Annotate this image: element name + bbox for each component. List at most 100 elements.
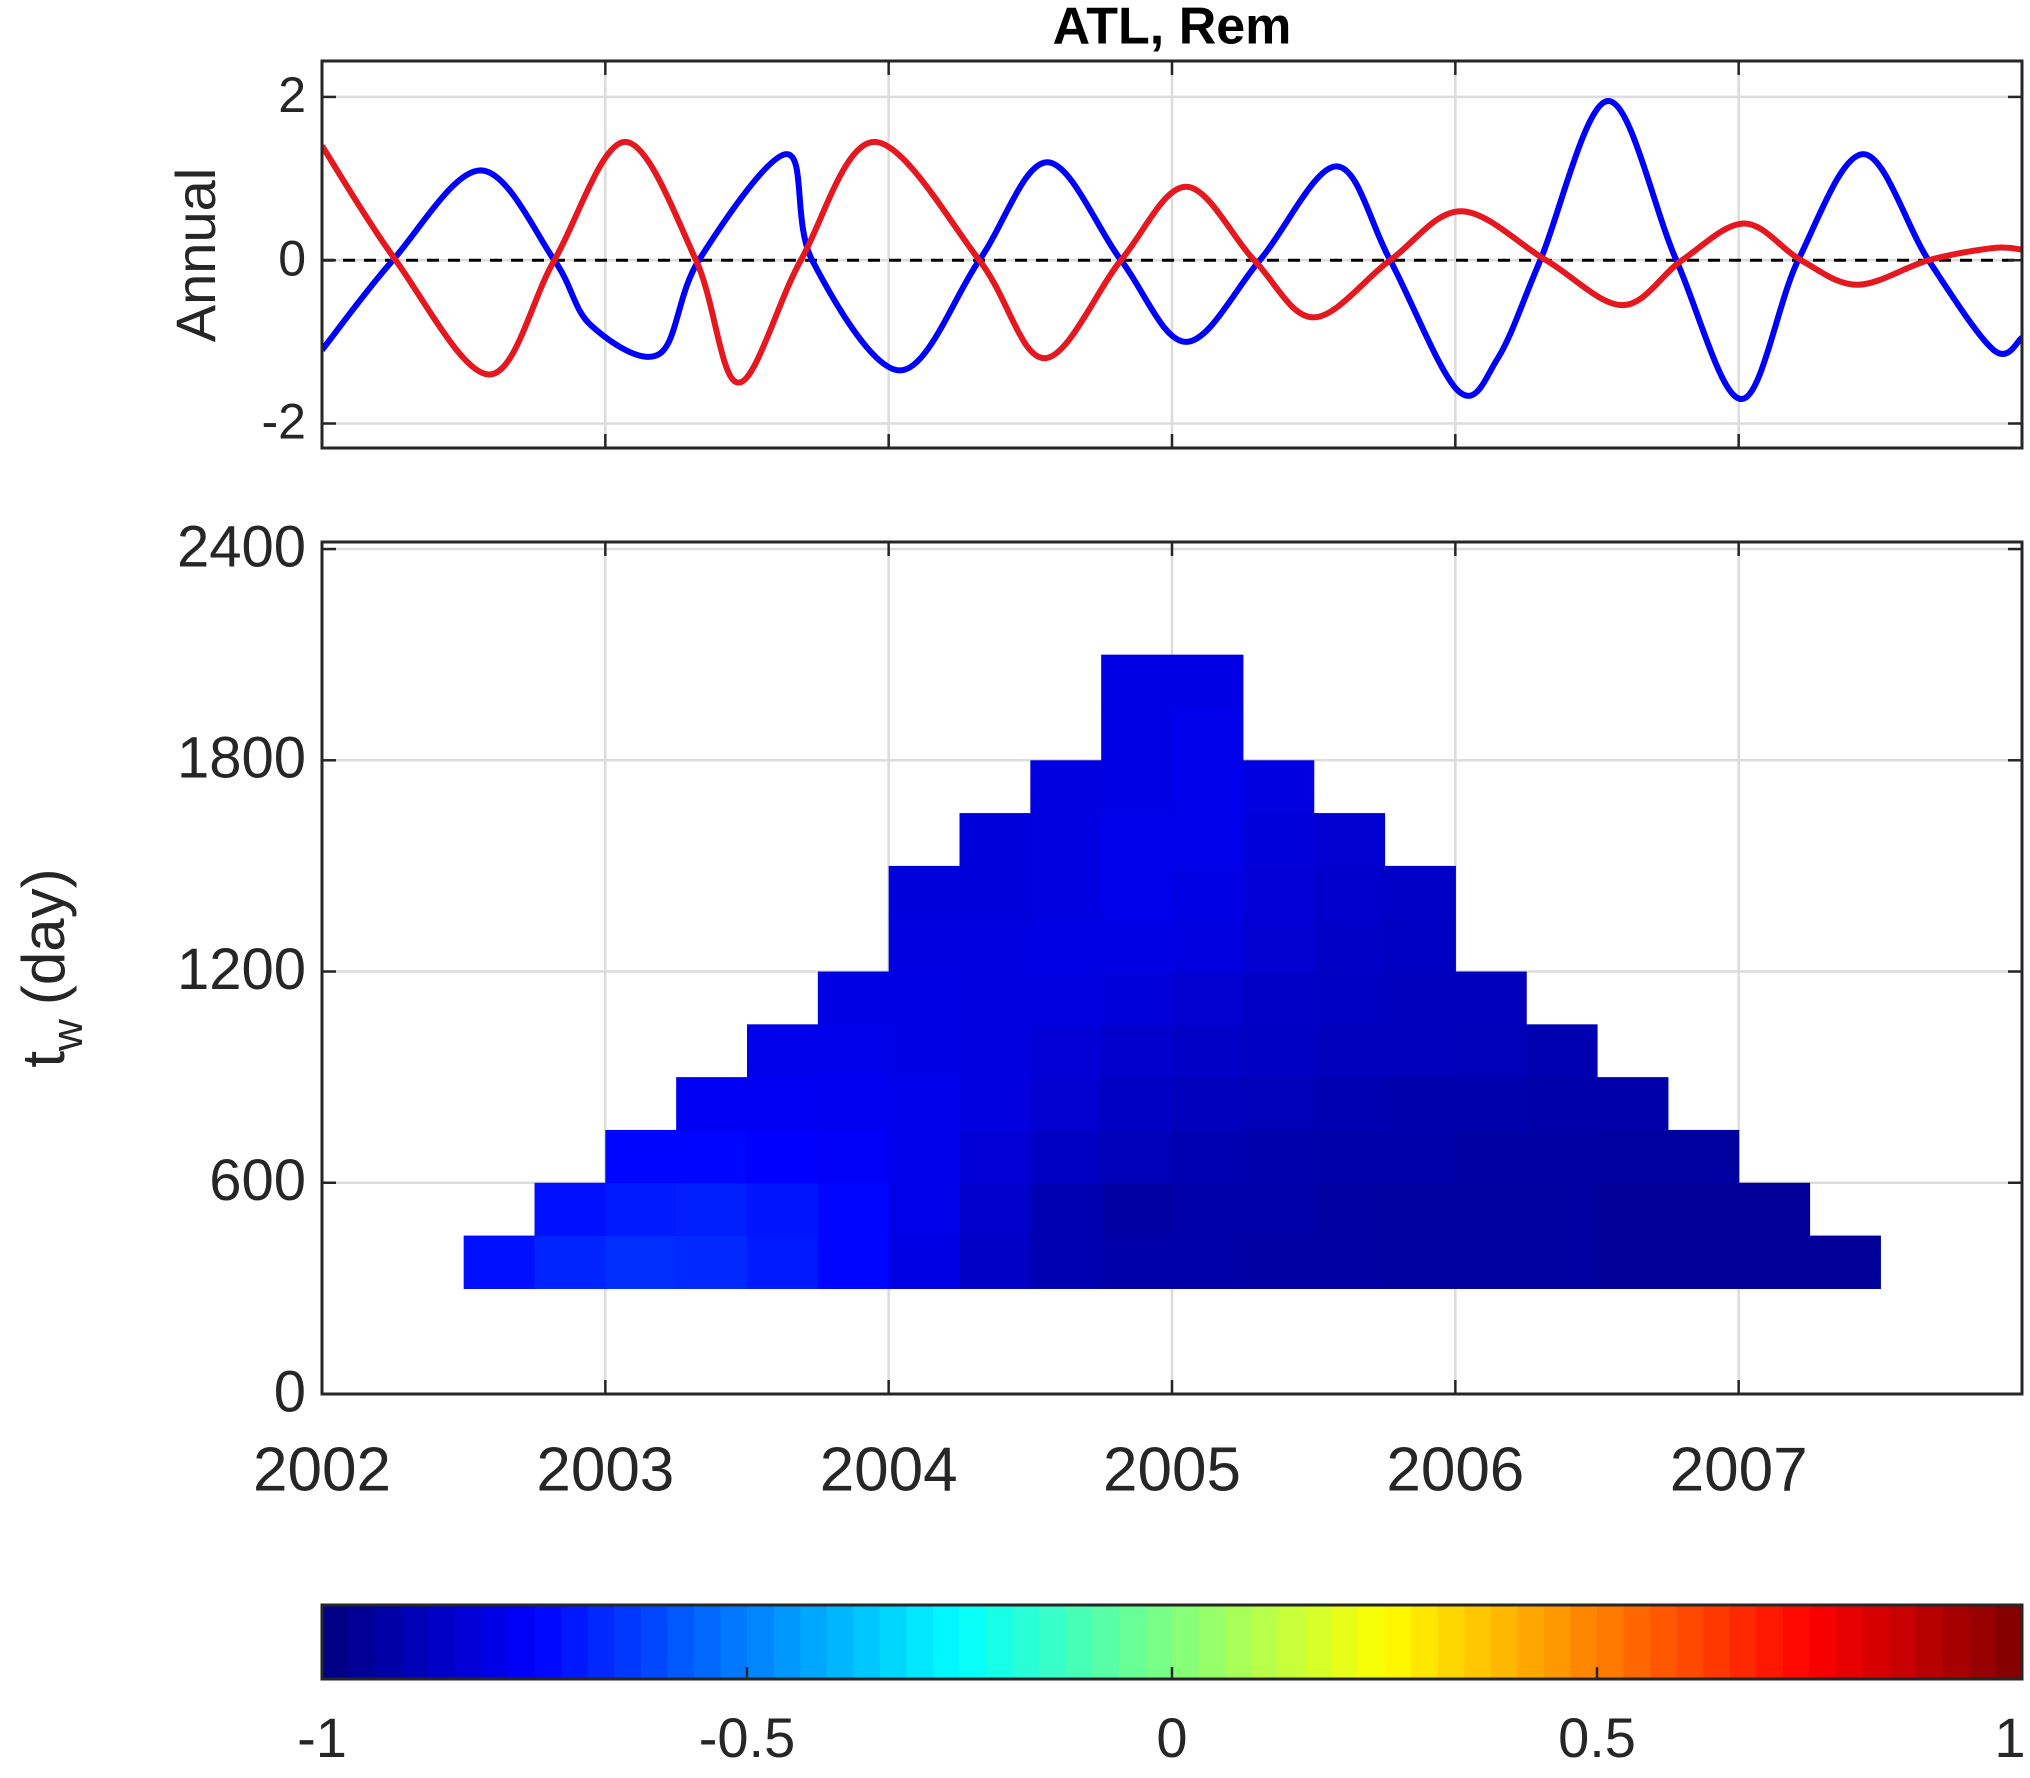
heatmap-cell [676, 1182, 748, 1237]
heatmap-cell [1526, 1129, 1598, 1184]
heatmap-cell [1030, 918, 1102, 973]
heatmap-cell [1030, 813, 1102, 867]
heatmap-cell [534, 1235, 606, 1289]
colorbar-swatch [1065, 1605, 1093, 1679]
y-tick-label: 600 [209, 1148, 306, 1213]
heatmap-cell [747, 1024, 819, 1078]
heatmap-cell [1313, 918, 1386, 973]
colorbar-swatch [1357, 1605, 1386, 1679]
colorbar-swatch [348, 1605, 376, 1679]
heatmap-cell [1172, 971, 1244, 1025]
heatmap-cell [1172, 654, 1244, 709]
heatmap-cell [1030, 1235, 1102, 1289]
colorbar-tick-label: -1 [297, 1706, 347, 1769]
colorbar-swatch [1304, 1605, 1332, 1679]
colorbar-swatch [1782, 1605, 1811, 1679]
x-tick-label: 2006 [1386, 1435, 1524, 1504]
heatmap-cell [605, 1129, 677, 1184]
colorbar-swatch [1039, 1605, 1067, 1679]
x-tick-label: 2007 [1670, 1435, 1808, 1504]
heatmap-cell [1242, 918, 1315, 973]
heatmap-cell [1030, 865, 1102, 920]
x-tick-label: 2003 [536, 1435, 674, 1504]
heatmap-cell [959, 1235, 1031, 1289]
colorbar-swatch [1543, 1605, 1572, 1679]
heatmap-cell [1455, 1077, 1527, 1131]
heatmap-cell [1455, 971, 1527, 1025]
colorbar-swatch [1942, 1605, 1970, 1679]
colorbar-swatch [1092, 1605, 1120, 1679]
cells [463, 654, 1881, 1289]
colorbar-swatch [1889, 1605, 1917, 1679]
heatmap-cell [1313, 1235, 1386, 1289]
heatmap-cell [1172, 1024, 1244, 1078]
heatmap-cell [959, 1024, 1031, 1078]
colorbar-swatch [1012, 1605, 1040, 1679]
y-label-main: t [10, 1051, 77, 1068]
heatmap-cell [1242, 865, 1315, 920]
colorbar-swatch [1278, 1605, 1306, 1679]
heatmap-cell [676, 1129, 748, 1184]
heatmap-cell [888, 1024, 961, 1078]
heatmap-cell [1526, 1024, 1598, 1078]
heatmap-cell [1172, 707, 1244, 761]
heatmap-cell [888, 971, 961, 1025]
heatmap-cell [817, 1129, 890, 1184]
colorbar-swatch [1437, 1605, 1465, 1679]
heatmap-cell [1809, 1235, 1881, 1289]
heatmap-cell [1667, 1235, 1740, 1289]
heatmap-cell [676, 1077, 748, 1131]
colorbar-swatch [375, 1605, 403, 1679]
heatmap-cell [747, 1182, 819, 1237]
colorbar-swatch [1597, 1605, 1625, 1679]
heatmap-cell [1455, 1235, 1527, 1289]
y-axis-label: tw (day) [10, 868, 92, 1067]
colorbar-swatch [1650, 1605, 1678, 1679]
colorbar-swatch [986, 1605, 1014, 1679]
heatmap-cell [1101, 1235, 1173, 1289]
y-axis-label: Annual [164, 168, 227, 342]
axes-box [320, 59, 2024, 450]
colorbar-swatch [1198, 1605, 1226, 1679]
heatmap-cell [817, 971, 890, 1025]
heatmap-cell [1172, 813, 1244, 867]
colorbar-swatch [428, 1605, 456, 1679]
colorbar-swatch [693, 1605, 722, 1679]
colorbar-swatch [826, 1605, 854, 1679]
heatmap-cell [1030, 760, 1102, 814]
colorbar-swatch [561, 1605, 589, 1679]
chart-title: ATL, Rem [1053, 0, 1292, 56]
heatmap-cell [888, 1077, 961, 1131]
colorbar-swatch [1490, 1605, 1518, 1679]
colorbar-tick-label: 0.5 [1558, 1706, 1636, 1769]
colorbar-swatch [853, 1605, 881, 1679]
x-tick-label: 2005 [1103, 1435, 1241, 1504]
heatmap-cell [1738, 1182, 1811, 1237]
heatmap-cell [1101, 813, 1173, 867]
heatmap-cell [1455, 1129, 1527, 1184]
heatmap-cell [1455, 1182, 1527, 1237]
y-label-unit: (day) [10, 868, 77, 1005]
colorbar-swatch [906, 1605, 934, 1679]
colorbar-swatch [747, 1605, 775, 1679]
colorbar-swatch [1570, 1605, 1598, 1679]
heatmap-cell [1384, 1077, 1456, 1131]
colorbar-swatch [401, 1605, 429, 1679]
heatmap-cell [1101, 1024, 1173, 1078]
colorbar-swatch [667, 1605, 695, 1679]
heatmap-cell [747, 1077, 819, 1131]
heatmap-cell [747, 1235, 819, 1289]
y-tick-label: 2 [278, 67, 306, 123]
colorbar-swatch [1729, 1605, 1757, 1679]
heatmap-cell [1101, 1129, 1173, 1184]
colorbar-tick-label: 0 [1156, 1706, 1187, 1769]
heatmap-cell [959, 971, 1031, 1025]
heatmap-cell [817, 1077, 890, 1131]
heatmap-cell [1526, 1182, 1598, 1237]
heatmap-cell [1242, 1235, 1315, 1289]
colorbar-tick-label: -0.5 [699, 1706, 796, 1769]
colorbar-swatch [1968, 1605, 1997, 1679]
colorbar-swatch [322, 1605, 350, 1679]
colorbar-swatch [1809, 1605, 1837, 1679]
x-tick-label: 2002 [253, 1435, 391, 1504]
